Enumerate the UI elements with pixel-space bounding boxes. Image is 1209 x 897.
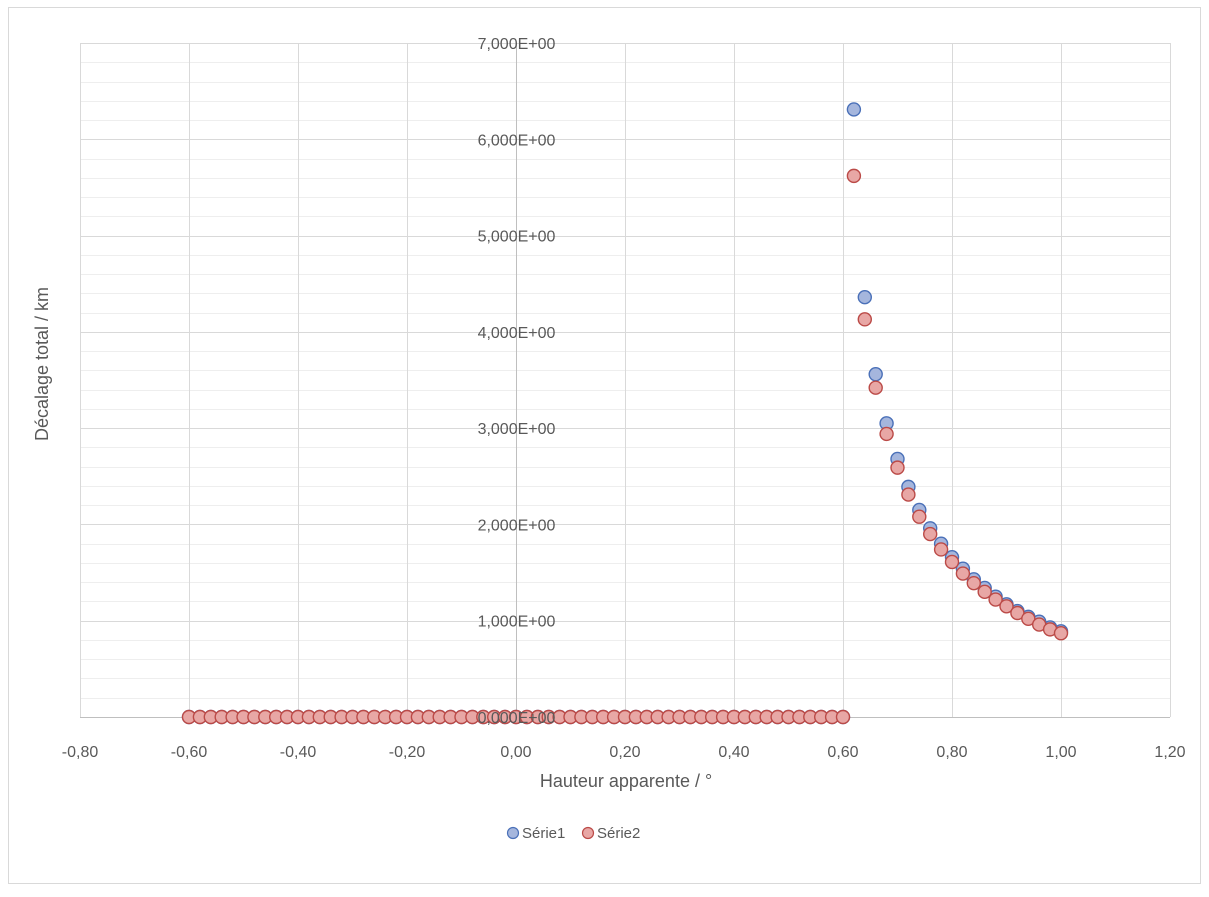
data-point <box>857 312 872 327</box>
y-tick-labels: 0,000E+00 1,000E+00 2,000E+00 3,000E+00 4,00… <box>478 36 556 727</box>
x-tick-label: -0,60 <box>171 744 208 761</box>
data-point <box>912 509 927 524</box>
data-point <box>944 554 960 570</box>
x-tick-label: 0,60 <box>827 744 858 761</box>
data-point <box>1010 605 1025 621</box>
data-point <box>1053 626 1069 641</box>
series-série2 <box>181 168 1069 725</box>
x-tick-label: 0,40 <box>718 744 749 761</box>
data-point <box>835 709 851 725</box>
legend: Série1 Série2 <box>506 825 640 842</box>
legend-marker <box>581 826 595 840</box>
x-tick-labels: -0,80 -0,60 -0,40 -0,20 0,00 0,20 0,40 0,60 0,80… <box>62 744 1186 761</box>
y-tick-label: 6,000E+00 <box>478 132 556 149</box>
data-point <box>999 599 1014 614</box>
x-tick-label: -0,80 <box>62 744 99 761</box>
y-axis-title: Décalage total / km <box>32 287 52 441</box>
data-point <box>1021 611 1036 626</box>
y-tick-label: 7,000E+00 <box>478 36 556 53</box>
y-tick-label: 3,000E+00 <box>478 421 556 438</box>
data-point <box>955 566 971 581</box>
legend-item: Série1 <box>506 825 565 842</box>
y-tick-label: 2,000E+00 <box>478 517 556 534</box>
data-point <box>868 367 883 382</box>
legend-marker <box>506 826 520 840</box>
data-point <box>857 289 872 305</box>
grid-layer <box>80 43 1171 718</box>
data-point <box>988 592 1003 607</box>
data-point <box>966 575 981 591</box>
y-tick-label: 1,000E+00 <box>478 614 556 631</box>
legend-item: Série2 <box>581 825 640 842</box>
data-point <box>977 584 992 600</box>
y-tick-label: 5,000E+00 <box>478 229 556 246</box>
data-point <box>923 526 938 542</box>
x-tick-label: -0,20 <box>389 744 426 761</box>
x-tick-label: 0,20 <box>609 744 640 761</box>
x-tick-label: 0,00 <box>500 744 531 761</box>
data-point <box>890 460 905 475</box>
x-tick-label: 1,20 <box>1154 744 1185 761</box>
x-tick-label: 1,00 <box>1045 744 1076 761</box>
y-tick-label: 0,000E+00 <box>478 710 556 727</box>
legend-label: Série1 <box>522 825 565 842</box>
data-point <box>879 426 894 442</box>
data-point <box>846 168 862 184</box>
x-tick-label: -0,40 <box>280 744 317 761</box>
data-point <box>933 542 949 557</box>
data-point <box>868 380 883 395</box>
series-layer <box>181 102 1069 725</box>
legend-label: Série2 <box>597 825 640 842</box>
data-point <box>846 102 862 117</box>
x-axis-title: Hauteur apparente / ° <box>540 771 712 791</box>
x-tick-label: 0,80 <box>936 744 967 761</box>
y-tick-label: 4,000E+00 <box>478 325 556 342</box>
data-point <box>901 487 916 502</box>
